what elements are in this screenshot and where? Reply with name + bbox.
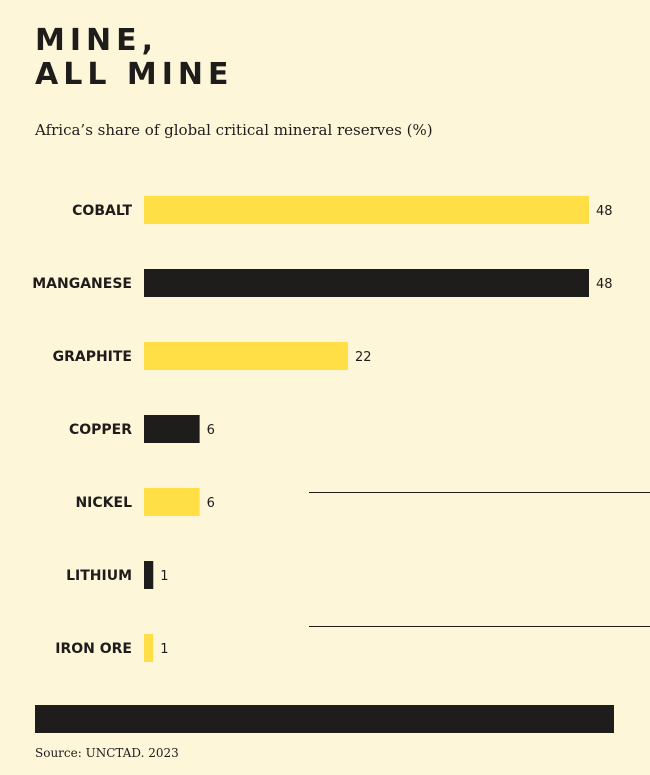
value-label-lithium: 1 — [160, 569, 168, 584]
value-label-nickel: 6 — [207, 496, 215, 511]
decorative-line-upper — [309, 492, 650, 493]
chart-subtitle: Africa’s share of global critical minera… — [35, 121, 433, 139]
chart-title: MINE, ALL MINE — [35, 24, 234, 92]
value-label-manganese: 48 — [596, 277, 613, 292]
bar-graphite — [144, 342, 348, 370]
category-label-iron-ore: IRON ORE — [55, 641, 132, 657]
bar-chart: COBALT 48 MANGANESE 48 GRAPHITE 22 COPPER 6 NICK… — [32, 196, 613, 662]
value-label-graphite: 22 — [355, 350, 372, 365]
category-label-graphite: GRAPHITE — [53, 349, 132, 365]
title-line-1: MINE, — [35, 23, 159, 58]
decorative-footer-bar — [35, 705, 614, 733]
bar-nickel — [144, 488, 200, 516]
category-label-nickel: NICKEL — [75, 495, 132, 511]
decorative-line-lower — [309, 626, 650, 627]
bar-copper — [144, 415, 200, 443]
bar-iron-ore — [144, 634, 154, 662]
bar-cobalt — [144, 196, 589, 224]
value-label-copper: 6 — [207, 423, 215, 438]
source-note: Source: UNCTAD. 2023 — [35, 746, 179, 760]
category-label-copper: COPPER — [69, 422, 132, 438]
category-label-cobalt: COBALT — [72, 203, 132, 219]
category-label-lithium: LITHIUM — [66, 568, 132, 584]
title-line-2: ALL MINE — [35, 57, 234, 92]
value-label-cobalt: 48 — [596, 204, 613, 219]
category-label-manganese: MANGANESE — [32, 276, 132, 292]
bar-lithium — [144, 561, 154, 589]
bar-manganese — [144, 269, 589, 297]
value-label-iron-ore: 1 — [160, 642, 168, 657]
